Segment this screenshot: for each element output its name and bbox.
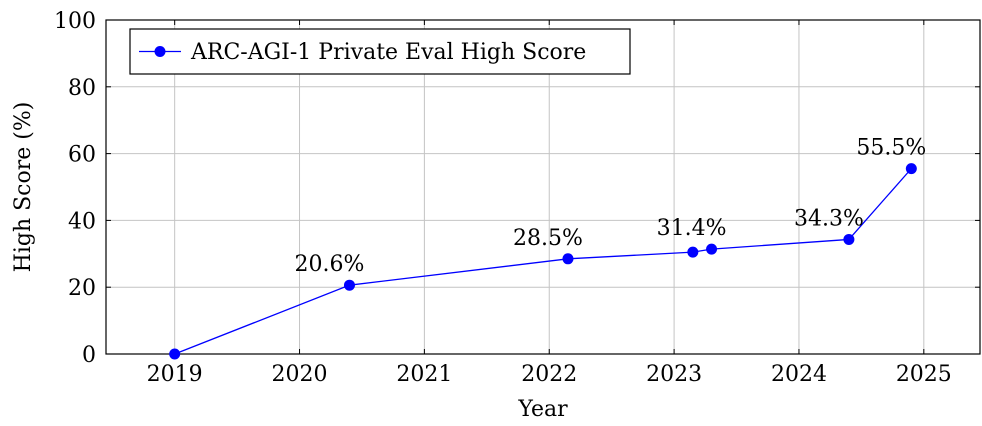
data-point [843,233,855,245]
y-tick-label: 20 [68,276,96,301]
y-axis-title: High Score (%) [11,102,36,273]
axis-ticks [106,19,980,355]
y-tick-label: 100 [54,9,96,34]
data-point [706,243,718,255]
legend-marker [154,46,166,57]
legend-box [129,28,631,75]
y-tick-label: 0 [82,343,96,368]
data-label: 28.5% [513,226,583,251]
legend: ARC-AGI-1 Private Eval High Score [129,28,631,75]
data-point [169,348,181,360]
x-tick-label: 2021 [396,362,452,387]
legend-label: ARC-AGI-1 Private Eval High Score [190,40,586,65]
x-tick-label: 2023 [646,362,702,387]
y-tick-label: 40 [68,209,96,234]
data-label: 34.3% [794,206,864,231]
x-axis-title: Year [517,397,568,422]
x-tick-label: 2019 [147,362,203,387]
series-layer [169,163,917,360]
y-tick-label: 60 [68,143,96,168]
data-point [687,246,699,258]
data-labels: 20.6% 28.5% 31.4% 34.3% 55.5% [295,136,927,278]
series-line [174,168,912,355]
data-point [905,163,917,175]
x-tick-label: 2025 [896,362,952,387]
y-tick-labels: 0 20 40 60 80 100 [54,9,96,368]
x-tick-label: 2022 [521,362,577,387]
data-label: 31.4% [657,216,727,241]
plot-frame [105,19,981,355]
y-tick-label: 80 [68,76,96,101]
data-point [562,253,574,265]
data-label: 20.6% [295,252,365,277]
data-label: 55.5% [856,136,926,161]
x-tick-label: 2024 [771,362,827,387]
data-point [343,279,355,291]
x-tick-label: 2020 [272,362,328,387]
x-tick-labels: 2019 2020 2021 2022 2023 2024 2025 [147,362,952,387]
